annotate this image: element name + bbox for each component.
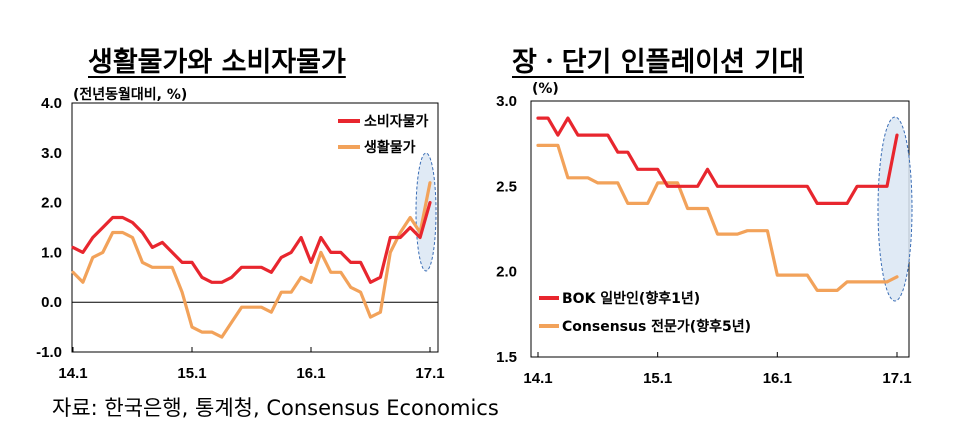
left-chart-title: 생활물가와 소비자물가 [88,47,346,78]
left-y-tick-label: 3.0 [41,145,62,162]
source-note: 자료: 한국은행, 통계청, Consensus Economics [52,396,499,420]
left-plot-frame [71,102,439,353]
right-x-tick-label: 16.1 [763,370,792,387]
right-unit-label: (%) [532,81,559,97]
right-series-line-a [536,116,899,205]
legend-label-living: 생활물가 [364,139,416,156]
legend-label-bok: BOK 일반인(향후1년) [562,290,700,307]
right-x-tick-label: 14.1 [523,370,552,387]
left-x-tick-label: 16.1 [296,365,325,382]
legend-label-cpi: 소비자물가 [364,114,429,130]
right-x-tick-label: 17.1 [882,370,911,387]
left-x-tick-label: 17.1 [415,365,444,382]
left-x-tick-label: 14.1 [58,365,87,382]
right-chart-title: 장ㆍ단기 인플레이션 기대 [512,47,805,78]
left-unit-label: (전년동월대비, %) [73,86,187,103]
left-y-tick-label: 2.0 [41,195,62,212]
left-series-line-b [71,181,432,339]
legend-label-consensus: Consensus 전문가(향후5년) [562,318,751,335]
left-y-tick-label: -1.0 [36,344,62,361]
left-series-line-a [71,201,432,284]
right-y-tick-label: 3.0 [496,93,517,110]
left-x-tick-label: 15.1 [177,365,206,382]
left-chart: (전년동월대비, %) 4.0 3.0 2.0 1.0 0.0 -1.0 14.1 15.1… [36,86,444,382]
right-x-tick-label: 15.1 [643,370,672,387]
right-highlight-ellipse [877,116,913,302]
right-series-line-b [536,143,899,292]
left-y-tick-label: 0.0 [41,294,62,311]
right-y-tick-label: 2.0 [496,264,517,281]
right-y-tick-label: 1.5 [496,349,517,366]
charts-canvas: (전년동월대비, %) 4.0 3.0 2.0 1.0 0.0 -1.0 14.1 15.1… [36,81,913,387]
left-y-tick-label: 4.0 [41,95,62,112]
left-y-tick-label: 1.0 [41,244,62,261]
right-chart: (%) 3.0 2.5 2.0 1.5 14.1 15.1 16.1 17.1 BOK 일반… [496,81,913,387]
right-y-tick-label: 2.5 [496,178,517,195]
